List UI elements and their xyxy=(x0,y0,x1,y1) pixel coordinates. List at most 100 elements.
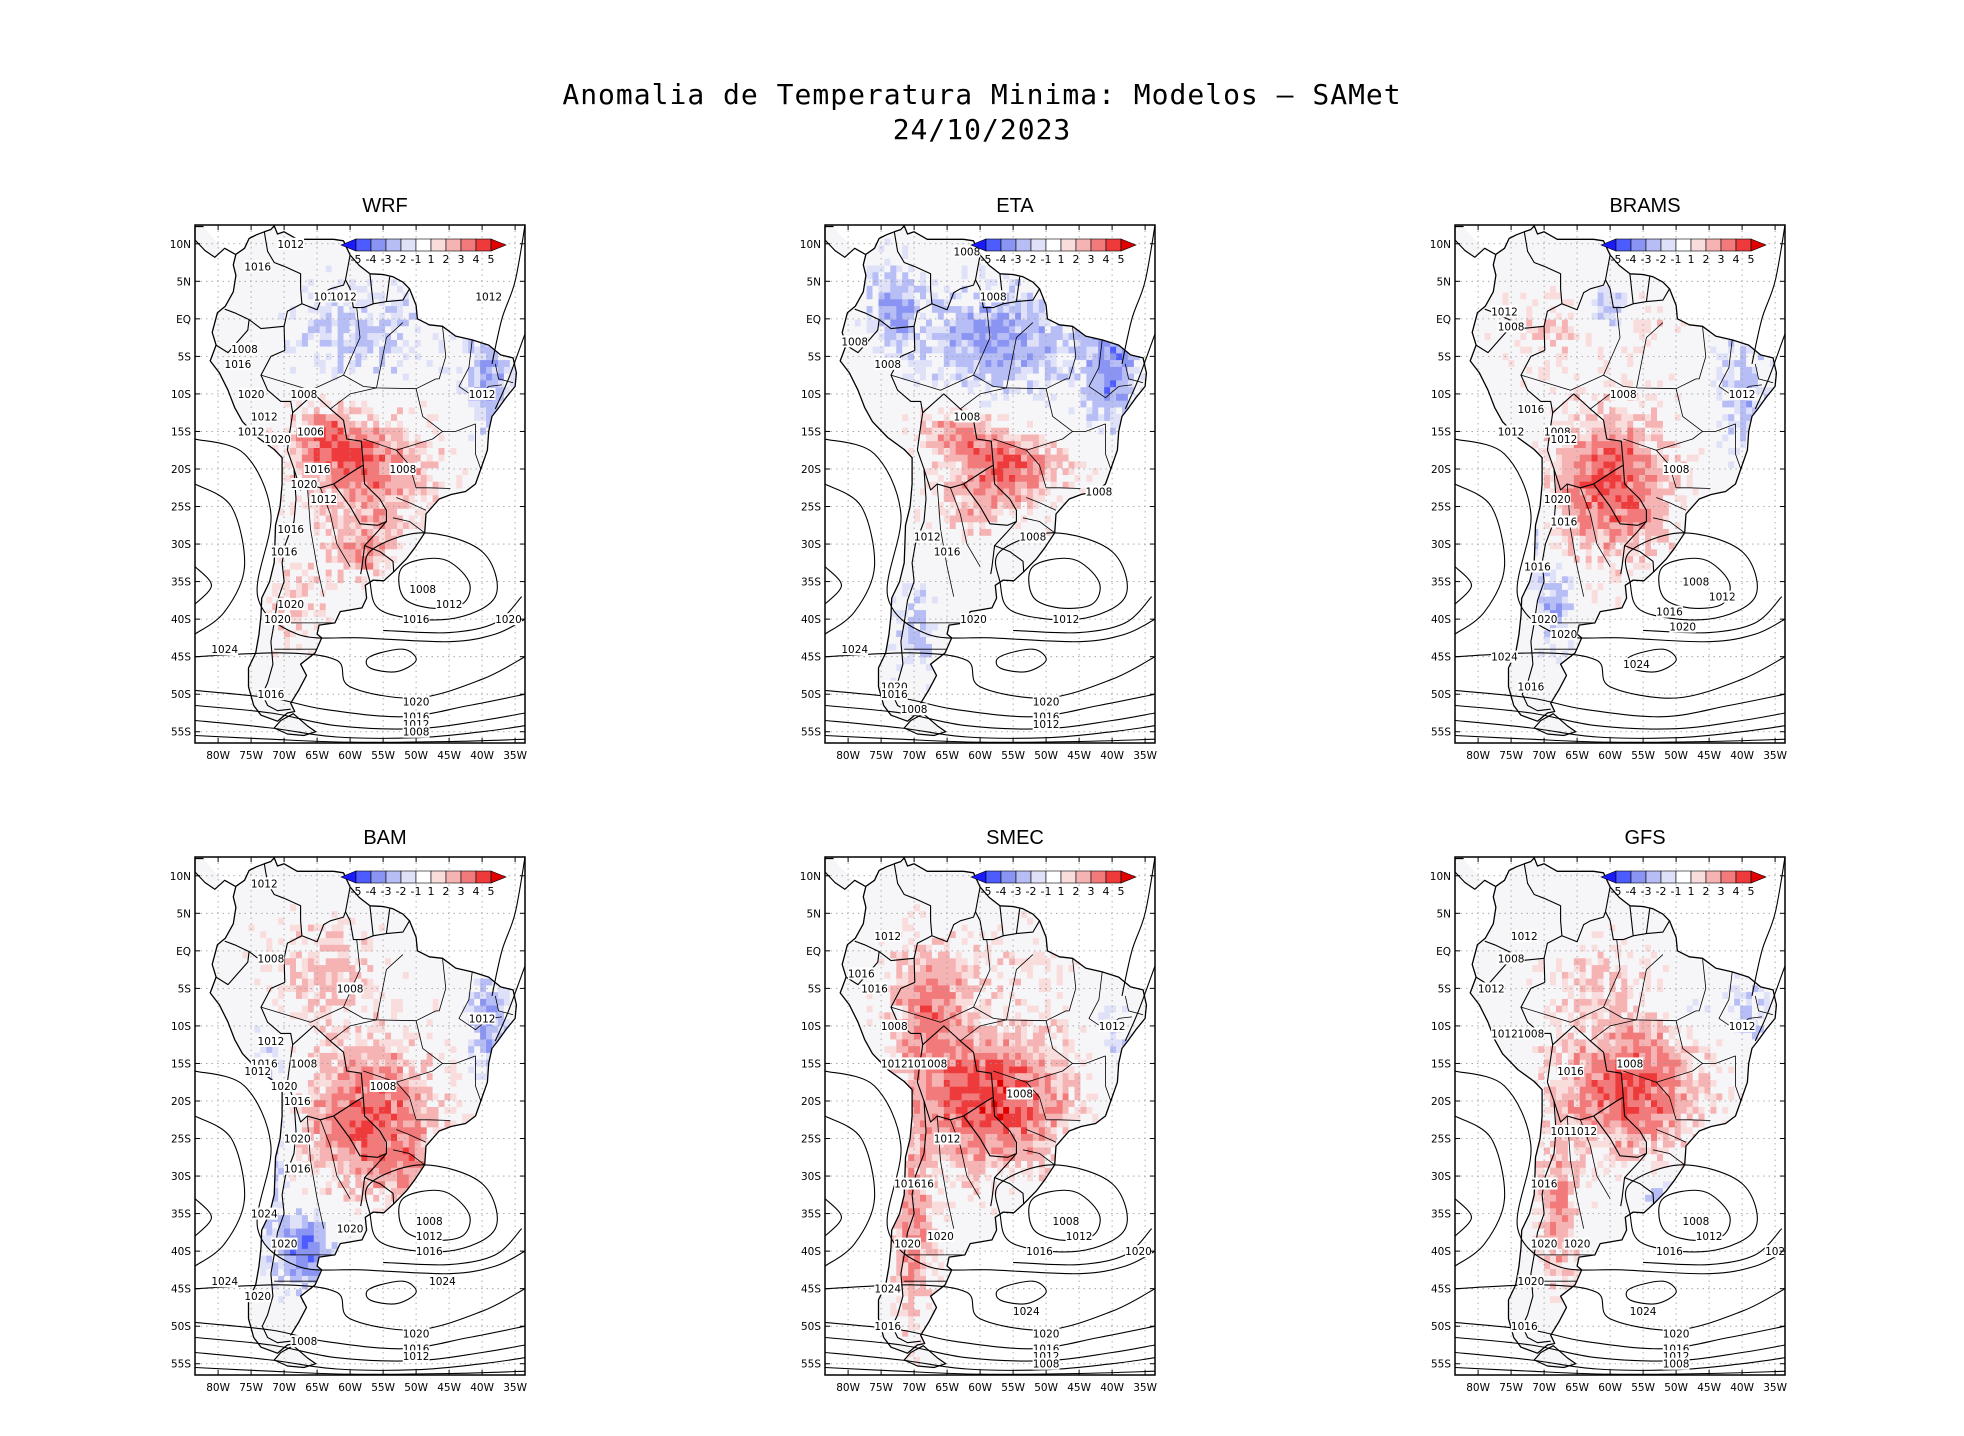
figure-date: 24/10/2023 xyxy=(0,113,1964,146)
lon-tick-label: 80W xyxy=(206,750,230,762)
pressure-label: 1008 xyxy=(409,584,436,596)
lat-tick-label: 5N xyxy=(176,908,191,920)
pressure-label: 1020 xyxy=(1551,629,1578,641)
lat-tick-label: 20S xyxy=(801,1096,821,1108)
lat-tick-label: 30S xyxy=(801,539,821,551)
colorbar: -5 -4 -3 -2 -1 1 2 3 4 5 xyxy=(340,870,507,898)
pressure-label: 1012 xyxy=(1033,719,1060,731)
colorbar-tick-label: -4 xyxy=(366,253,377,266)
panel-brams: BRAMS 1012 1008 1008 1012 1016 1012 1008 1012 10… xyxy=(1405,195,1885,795)
pressure-label: 1016 xyxy=(1656,607,1683,619)
colorbar-tick-label: -3 xyxy=(1011,885,1022,898)
colorbar-tick-label: 5 xyxy=(488,253,495,266)
lon-tick-label: 80W xyxy=(836,750,860,762)
pressure-label: 1016 xyxy=(271,547,298,559)
lat-tick-label: 55S xyxy=(171,727,191,739)
colorbar: -5 -4 -3 -2 -1 1 2 3 4 5 xyxy=(970,238,1137,266)
pressure-label: 1012 xyxy=(914,532,941,544)
lat-tick-label: 55S xyxy=(171,1359,191,1371)
pressure-label: 1016 xyxy=(1026,1246,1053,1258)
lon-tick-label: 50W xyxy=(1034,1382,1058,1394)
pressure-label: 1008 xyxy=(1617,1058,1644,1070)
lat-tick-label: 10N xyxy=(800,239,821,251)
panel-title: GFS xyxy=(1405,827,1885,850)
pressure-label: 1020 xyxy=(271,1239,298,1251)
pressure-label: 1008 xyxy=(416,1216,443,1228)
pressure-label: 1020 xyxy=(495,614,522,626)
pressure-label: 1020 xyxy=(337,1224,364,1236)
pressure-label: 1016 xyxy=(1524,562,1551,574)
lon-tick-label: 60W xyxy=(968,1382,992,1394)
lon-tick-label: 40W xyxy=(470,1382,494,1394)
isobar-contours xyxy=(195,857,525,1375)
lat-tick-label: 35S xyxy=(171,577,191,589)
lat-tick-label: 15S xyxy=(171,426,191,438)
pressure-label: 1016 xyxy=(881,689,908,701)
colorbar-tick-label: 3 xyxy=(458,253,465,266)
pressure-label: 1016 xyxy=(416,1246,443,1258)
lon-tick-label: 75W xyxy=(1499,1382,1523,1394)
colorbar-tick-label: -3 xyxy=(1011,253,1022,266)
colorbar-tick-label: -5 xyxy=(351,253,362,266)
lat-tick-label: 10N xyxy=(1430,239,1451,251)
pressure-label: 1008 xyxy=(980,291,1007,303)
pressure-label: 1016 xyxy=(284,1164,311,1176)
colorbar-tick-label: -1 xyxy=(1041,885,1052,898)
pressure-label: 1020 xyxy=(264,434,291,446)
colorbar-tick-label: 3 xyxy=(1718,253,1725,266)
lat-tick-label: EQ xyxy=(806,946,821,958)
lon-tick-label: 75W xyxy=(239,750,263,762)
lon-tick-label: 45W xyxy=(1697,750,1721,762)
pressure-label: 1012 xyxy=(330,291,357,303)
pressure-label: 1012 xyxy=(475,291,502,303)
pressure-label: 1020 xyxy=(1033,1329,1060,1341)
colorbar-tick-label: -3 xyxy=(381,253,392,266)
lat-tick-label: 5S xyxy=(178,983,192,995)
lon-tick-label: 40W xyxy=(1730,750,1754,762)
lat-tick-label: 5N xyxy=(176,276,191,288)
pressure-label: 1012 xyxy=(934,1134,961,1146)
lat-tick-label: 20S xyxy=(171,464,191,476)
lon-tick-label: 60W xyxy=(1598,750,1622,762)
pressure-label: 1008 xyxy=(291,389,318,401)
panel-smec: SMEC 1012 1016 1016 1008 1012 1012 1016 1008 100… xyxy=(775,827,1255,1427)
axes: 80W 75W 70W 65W 60W 55W 50W 45W 40W 35W10N5NEQ5S1… xyxy=(800,857,1158,1394)
pressure-label: 1008 xyxy=(1086,487,1113,499)
lat-tick-label: 55S xyxy=(1431,1359,1451,1371)
pressure-label: 1012 xyxy=(1491,1028,1518,1040)
lon-tick-label: 55W xyxy=(1001,1382,1025,1394)
colorbar-tick-label: 5 xyxy=(1118,885,1125,898)
pressure-label: 1016 xyxy=(1557,1066,1584,1078)
pressure-label: 1012 xyxy=(1478,983,1505,995)
lon-tick-label: 35W xyxy=(503,1382,527,1394)
colorbar-tick-label: -4 xyxy=(996,885,1007,898)
lat-tick-label: 35S xyxy=(171,1209,191,1221)
pressure-label: 1012 xyxy=(1570,1126,1597,1138)
lon-tick-label: 45W xyxy=(1067,750,1091,762)
panel-eta: ETA 1008 1008 1008 1008 1008 1008 1012 1016 1008… xyxy=(775,195,1255,795)
axes: 80W 75W 70W 65W 60W 55W 50W 45W 40W 35W10N5NEQ5S1… xyxy=(170,857,528,1394)
colorbar-tick-label: 3 xyxy=(1088,253,1095,266)
lon-tick-label: 65W xyxy=(1565,1382,1589,1394)
lat-tick-label: 10S xyxy=(801,1021,821,1033)
lon-tick-label: 65W xyxy=(935,750,959,762)
pressure-label: 1008 xyxy=(231,344,258,356)
colorbar-tick-label: 3 xyxy=(1088,885,1095,898)
lat-tick-label: 50S xyxy=(801,689,821,701)
pressure-label: 1012 xyxy=(1729,1021,1756,1033)
lon-tick-label: 55W xyxy=(371,750,395,762)
lon-tick-label: 75W xyxy=(239,1382,263,1394)
lat-tick-label: 10S xyxy=(171,389,191,401)
lon-tick-label: 65W xyxy=(305,1382,329,1394)
lat-tick-label: 20S xyxy=(801,464,821,476)
pressure-label: 1024 xyxy=(1630,1306,1657,1318)
colorbar-tick-label: -2 xyxy=(396,253,407,266)
pressure-label: 16 xyxy=(921,1179,935,1191)
pressure-label: 1024 xyxy=(841,644,868,656)
pressure-label: 1012 xyxy=(238,426,265,438)
colorbar-tick-label: -4 xyxy=(996,253,1007,266)
lat-tick-label: 30S xyxy=(1431,539,1451,551)
pressure-label: 1012 xyxy=(1551,434,1578,446)
pressure-label: 1024 xyxy=(211,1276,238,1288)
